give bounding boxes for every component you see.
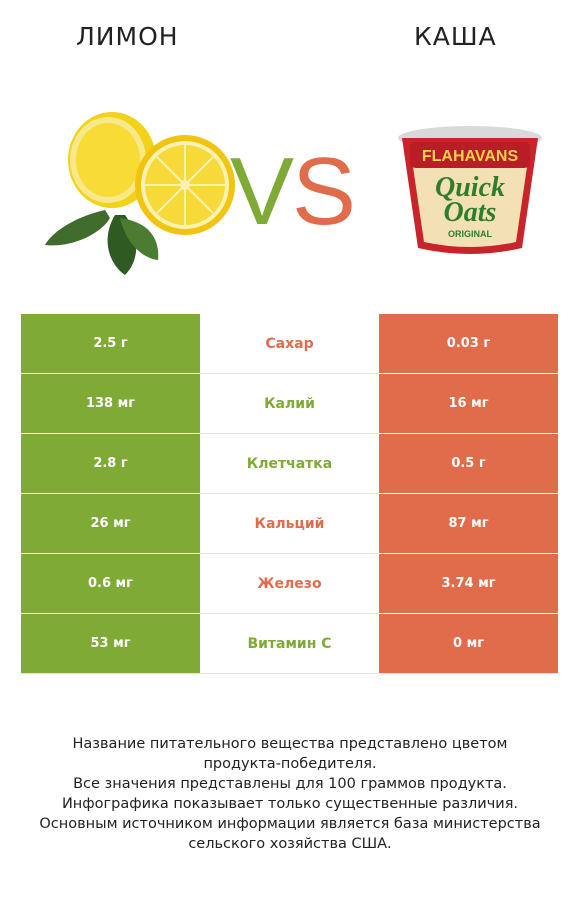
left-value-cell: 138 мг [21,374,200,433]
nutrient-label: Витамин С [200,614,379,673]
row-divider [200,493,379,494]
right-value-cell: 0.03 г [379,314,558,373]
footnote-line: Все значения представлены для 100 граммо… [73,776,507,792]
left-product-title: ЛИМОН [76,22,179,51]
table-row: 2.5 г Сахар 0.03 г [21,314,558,374]
lemon-image [45,112,235,275]
brand-label: FLAHAVANS [422,148,519,165]
row-divider [200,433,379,434]
table-row: 2.8 г Клетчатка 0.5 г [21,434,558,494]
porridge-cup-image: FLAHAVANS Quick Oats ORIGINAL [398,126,542,254]
footnote-line: продукта-победителя. [203,756,377,772]
vs-s-letter: S [292,140,356,230]
nutrient-label: Кальций [200,494,379,553]
left-value-cell: 2.8 г [21,434,200,493]
right-value-cell: 3.74 мг [379,554,558,613]
left-value-cell: 2.5 г [21,314,200,373]
footnote-line: Название питательного вещества представл… [72,736,508,752]
footnote-line: сельского хозяйства США. [188,836,392,852]
row-divider [200,613,379,614]
vs-v-letter: V [230,140,294,230]
row-divider [200,553,379,554]
row-divider [200,373,379,374]
product-line2: Oats [444,197,497,228]
left-value-cell: 26 мг [21,494,200,553]
product-line1: Quick [435,172,505,203]
right-value-cell: 0 мг [379,614,558,673]
left-value-cell: 0.6 мг [21,554,200,613]
right-value-cell: 16 мг [379,374,558,433]
right-value-cell: 87 мг [379,494,558,553]
vs-label: V S [230,140,356,230]
nutrient-label: Железо [200,554,379,613]
table-row: 138 мг Калий 16 мг [21,374,558,434]
nutrient-label: Калий [200,374,379,433]
nutrient-label: Сахар [200,314,379,373]
table-row: 0.6 мг Железо 3.74 мг [21,554,558,614]
footnote-line: Основным источником информации является … [39,816,541,832]
left-value-cell: 53 мг [21,614,200,673]
right-value-cell: 0.5 г [379,434,558,493]
right-product-title: КАША [414,22,497,51]
product-variant: ORIGINAL [448,229,493,239]
footnotes: Название питательного вещества представл… [20,734,560,854]
nutrient-label: Клетчатка [200,434,379,493]
table-bottom-divider [21,673,558,674]
footnote-line: Инфографика показывает только существенн… [61,796,519,812]
table-row: 26 мг Кальций 87 мг [21,494,558,554]
